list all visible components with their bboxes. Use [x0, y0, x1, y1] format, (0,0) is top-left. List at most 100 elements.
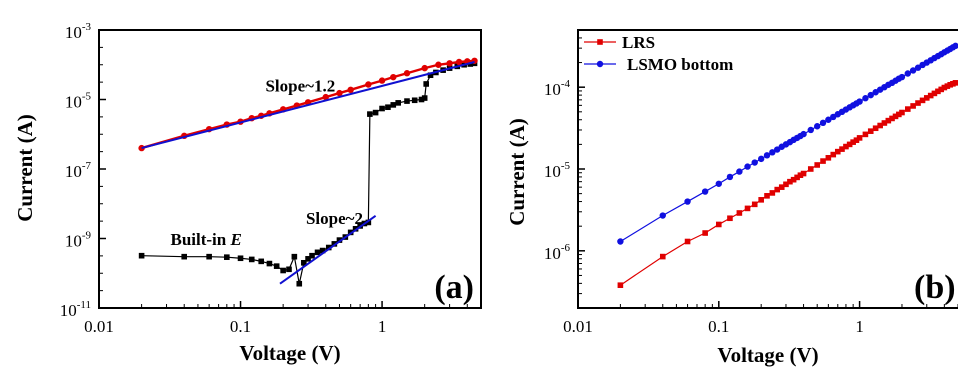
panel-a-annotation: Built-in E [170, 230, 241, 249]
panel-b-series-point [909, 67, 917, 74]
panel-b-series-point [877, 122, 883, 129]
panel-b-series-point [825, 116, 832, 123]
panel-a-y-tick-label: 10-7 [65, 160, 92, 181]
panel-b-series-point [814, 123, 821, 130]
panel-b-series-point [736, 210, 743, 216]
panel-a-series-red-point [322, 93, 329, 101]
panel-b-series-point [702, 230, 708, 236]
panel-b-series-point [764, 193, 770, 199]
panel-b-series-point [684, 198, 691, 205]
panel-a-series-black-point [258, 258, 265, 265]
panel-b-series-point [846, 141, 853, 148]
panel-b-series-point [862, 131, 869, 138]
panel-b-legend-marker [596, 60, 604, 68]
panel-a-series-black-point [301, 259, 307, 266]
panel-b-series-point [819, 119, 827, 127]
panel-a-x-tick-label: 0.1 [230, 317, 251, 336]
panel-a-x-tick-label: 0.01 [84, 317, 114, 336]
panel-b-x-axis-title: Voltage (V) [717, 343, 818, 367]
panel-a-series-black-point [319, 247, 326, 254]
panel-b-series-point [853, 137, 860, 143]
panel-a-fit-line [141, 61, 475, 150]
panel-a-y-tick-label: 10-11 [60, 299, 91, 320]
panel-b-series-point [830, 151, 837, 158]
panel-b-series-point [910, 103, 916, 109]
panel-b-legend-label: LSMO bottom [627, 55, 733, 74]
panel-b-series-point [787, 178, 793, 185]
panel-b-series-point [807, 166, 814, 172]
panel-a-fit-line [279, 214, 377, 285]
panel-b-series-point [659, 253, 666, 260]
panel-b-series-point [758, 197, 764, 203]
panel-b-series-point [839, 146, 845, 152]
panel-a-series-red-point [403, 70, 411, 77]
panel-b-series-point [769, 149, 776, 156]
panel-b-series-point [896, 111, 902, 118]
panel-b-series-point [757, 155, 765, 163]
panel-a-series-black-point [404, 98, 410, 104]
panel-a-series-black-point [421, 95, 428, 101]
panel-b-series-point [715, 221, 722, 228]
panel-a-x-tick-label: 1 [378, 317, 387, 336]
panel-a-series-black-point [367, 111, 373, 117]
panel-b-series-point [952, 42, 958, 50]
panel-a-series-black-point [273, 263, 280, 269]
panel-a-series-black-point [206, 253, 212, 260]
panel-b-legend: LRS LSMO bottom [584, 33, 733, 74]
panel-b-y-axis-title: Current (A) [505, 118, 529, 226]
panel-a-series-black-point [296, 280, 303, 287]
panel-b-series-point [892, 113, 899, 120]
panel-a-series-black-point [138, 252, 145, 259]
panel-b-series-point [684, 238, 691, 245]
panel-a-series-red-point [421, 64, 428, 72]
panel-a-annotations: Slope~1.2 Slope~2 Built-in E [170, 76, 363, 249]
panel-b-series-point [889, 115, 895, 122]
panel-a-series-red-point [347, 86, 354, 94]
panel-a-series-red-point [336, 89, 343, 97]
panel-a-series-black-point [423, 81, 429, 87]
panel-a-series-black-point [372, 109, 379, 116]
panel-b-plot-area [617, 42, 958, 288]
panel-b-series-point [701, 188, 709, 195]
panel-b-series-point [915, 100, 921, 106]
panel-b-series-point [744, 205, 751, 212]
panel-b-y-tick-label: 10-4 [544, 78, 571, 99]
panel-a-series-black-point [305, 256, 311, 262]
panel-b-series-point [843, 143, 849, 150]
panel-b-series-point [881, 120, 888, 126]
panel-b-series-point [898, 73, 906, 81]
panel-a-y-tick-label: 10-3 [65, 21, 92, 42]
panel-a-series-black-point [385, 104, 391, 111]
panel-a-series-red-point [455, 58, 463, 66]
panel-a-series-black-point [309, 252, 315, 259]
panel-b-legend-label: LRS [622, 33, 655, 52]
panel-b-series-point [856, 135, 863, 141]
panel-b-series-point [790, 176, 797, 183]
panel-b-series-point [944, 83, 951, 89]
panel-a-y-tick-label: 10-5 [65, 91, 92, 112]
panel-b-series-point [807, 126, 814, 134]
panel-b-series-point [952, 80, 958, 86]
panel-b-series-point [744, 163, 751, 170]
panel-a-series-black-point [314, 249, 321, 256]
panel-a-series-black-point [291, 253, 298, 260]
panel-b-series-point [850, 139, 856, 145]
panel-a-series-black-point [266, 260, 273, 267]
panel-a-y-axis-title: Current (A) [13, 114, 37, 222]
panel-b-series-point [867, 128, 874, 134]
panel-b-series-point [774, 186, 781, 193]
panel-a-series-black-point [181, 253, 188, 260]
panel-b-series-point [617, 282, 624, 288]
panel-b-series-point [919, 97, 926, 104]
panel-a-series-black-point [286, 266, 292, 273]
panel-a: 0.01 0.1 110-310-510-710-910-11 Slope~1.2S… [13, 21, 482, 365]
panel-b-series-point [904, 70, 912, 77]
panel-a-series-red-point [435, 61, 442, 68]
panel-a-series-black-point [390, 102, 397, 108]
panel-b-x-tick-label: 0.01 [563, 317, 593, 336]
panel-a-series-black-point [224, 254, 230, 260]
panel-b-series-point [814, 162, 821, 168]
panel-a-series-black-point [418, 96, 425, 103]
panel-a-ticks: 0.01 0.1 1 10-3 10-5 10-7 10-9 10-11 [60, 21, 482, 336]
panel-a-series-black-point [379, 105, 385, 112]
